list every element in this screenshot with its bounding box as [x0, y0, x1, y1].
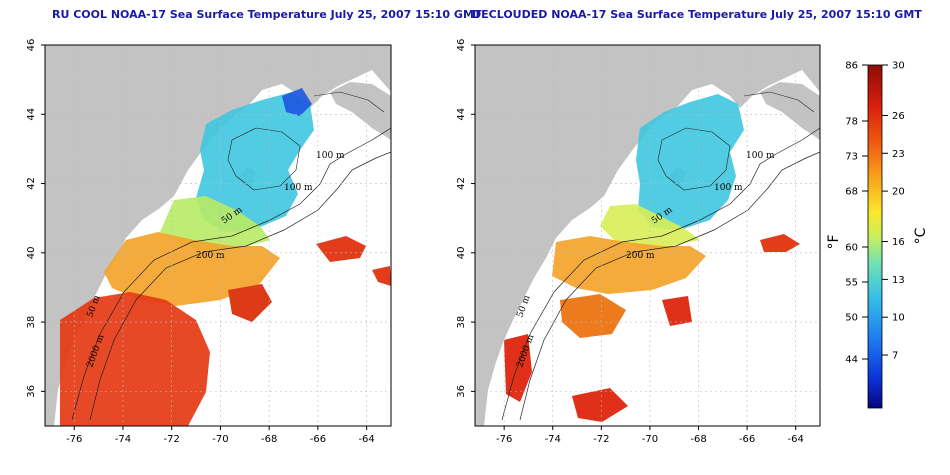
- lon-tick-label: -76: [66, 434, 82, 445]
- lat-tick-label: 42: [26, 177, 37, 190]
- sst-cold-gulf-of-maine: [636, 94, 744, 230]
- c-tick-label: 7: [892, 351, 898, 362]
- lat-tick-label: 44: [456, 108, 467, 121]
- map-left-frame: [44, 44, 392, 427]
- temperature-colorbar: 86 78 73 68 60 55 50 44 30 26 23 20 16 13 10 7 °F °C: [826, 61, 929, 409]
- lon-tick-label: -64: [788, 434, 804, 445]
- map-left-axis-ticks: -76 -74 -72 -70 -68 -66 -64 36 38 40 42 44 46: [26, 39, 375, 445]
- lat-tick-label: 46: [26, 39, 37, 52]
- lon-tick-label: -68: [261, 434, 277, 445]
- map-title-left: RU COOL NOAA-17 Sea Surface Temperature …: [52, 8, 482, 21]
- lat-tick-label: 46: [456, 39, 467, 52]
- lat-tick-label: 44: [26, 108, 37, 121]
- lon-tick-label: -70: [642, 434, 658, 445]
- lon-tick-label: -66: [310, 434, 326, 445]
- lat-tick-label: 42: [456, 177, 467, 190]
- lat-tick-label: 40: [456, 246, 467, 259]
- land-mass: [45, 45, 391, 426]
- c-tick-label: 20: [892, 187, 905, 198]
- map-left-panel: 100 m 100 m 50 m 200 m 50 m 2000 m -76 -7…: [26, 39, 392, 445]
- f-tick-label: 78: [845, 117, 858, 128]
- contour-label: 100 m: [714, 183, 743, 193]
- c-tick-label: 30: [892, 61, 905, 72]
- contour-label: 100 m: [284, 183, 313, 193]
- sst-gulf-stream-eddy: [228, 284, 272, 322]
- lon-tick-label: -66: [739, 434, 755, 445]
- sst-gulf-stream-eddy: [662, 296, 692, 326]
- land-mass: [475, 45, 820, 426]
- map-right-frame: [474, 44, 821, 427]
- lat-tick-label: 36: [26, 385, 37, 398]
- lon-tick-label: -74: [545, 434, 561, 445]
- isobath-contour: [657, 127, 731, 191]
- f-tick-label: 86: [845, 61, 858, 72]
- sst-cold-gulf-of-maine: [196, 92, 314, 232]
- f-tick-label: 50: [845, 313, 858, 324]
- map-right-panel: 100 m 100 m 50 m 200 m 50 m 2000 m -76 -7…: [456, 39, 821, 445]
- map-left-grid: [45, 44, 391, 426]
- isobath-contour: [89, 151, 391, 421]
- lon-tick-label: -68: [690, 434, 706, 445]
- f-tick-label: 73: [845, 152, 858, 163]
- sst-cold-blue-patch: [282, 88, 312, 116]
- lon-tick-label: -72: [593, 434, 609, 445]
- sst-warm-shelf: [552, 236, 706, 294]
- sst-gulf-stream-eddy: [760, 234, 800, 252]
- sst-gulf-stream-eddy: [372, 266, 391, 286]
- lon-tick-label: -72: [164, 434, 180, 445]
- lon-tick-label: -74: [115, 434, 131, 445]
- isobath-contour: [501, 127, 820, 421]
- sst-gulf-stream-eddy: [316, 236, 366, 262]
- c-tick-label: 23: [892, 149, 905, 160]
- c-tick-label: 13: [892, 275, 905, 286]
- map-title-right: DECLOUDED NOAA-17 Sea Surface Temperatur…: [472, 8, 922, 21]
- map-right-axis-ticks: -76 -74 -72 -70 -68 -66 -64 36 38 40 42 44 46: [456, 39, 804, 445]
- f-tick-label: 55: [845, 278, 858, 289]
- lon-tick-label: -70: [212, 434, 228, 445]
- c-tick-label: 16: [892, 237, 905, 248]
- lat-tick-label: 36: [456, 385, 467, 398]
- lat-tick-label: 40: [26, 246, 37, 259]
- nova-scotia: [760, 82, 820, 140]
- sst-mid-shelf: [160, 196, 270, 250]
- f-tick-label: 60: [845, 243, 858, 254]
- sst-hot-south: [504, 334, 532, 402]
- isobath-contour: [313, 91, 385, 113]
- lat-tick-label: 38: [456, 316, 467, 329]
- f-tick-label: 68: [845, 187, 858, 198]
- sst-warm-south: [560, 294, 626, 338]
- f-tick-label: 44: [845, 355, 858, 366]
- map-right-grid: [475, 44, 820, 426]
- sst-hot-south: [60, 292, 210, 426]
- celsius-unit-label: °C: [913, 227, 929, 244]
- contour-label: 200 m: [626, 251, 655, 261]
- fahrenheit-unit-label: °F: [826, 234, 842, 249]
- isobath-contour: [743, 91, 815, 113]
- lon-tick-label: -64: [358, 434, 374, 445]
- c-tick-label: 26: [892, 111, 905, 122]
- contour-label: 200 m: [196, 251, 225, 261]
- colorbar-ticks: 86 78 73 68 60 55 50 44 30 26 23 20 16 13 10 7: [845, 61, 904, 366]
- c-tick-label: 10: [892, 313, 905, 324]
- isobath-contour: [519, 151, 820, 421]
- contour-label: 100 m: [746, 151, 775, 161]
- contour-label: 100 m: [316, 151, 345, 161]
- nova-scotia: [330, 82, 391, 140]
- colorbar-gradient: [867, 64, 883, 409]
- lon-tick-label: -76: [496, 434, 512, 445]
- lat-tick-label: 38: [26, 316, 37, 329]
- sst-hot-south: [572, 388, 628, 422]
- isobath-contour: [71, 127, 391, 421]
